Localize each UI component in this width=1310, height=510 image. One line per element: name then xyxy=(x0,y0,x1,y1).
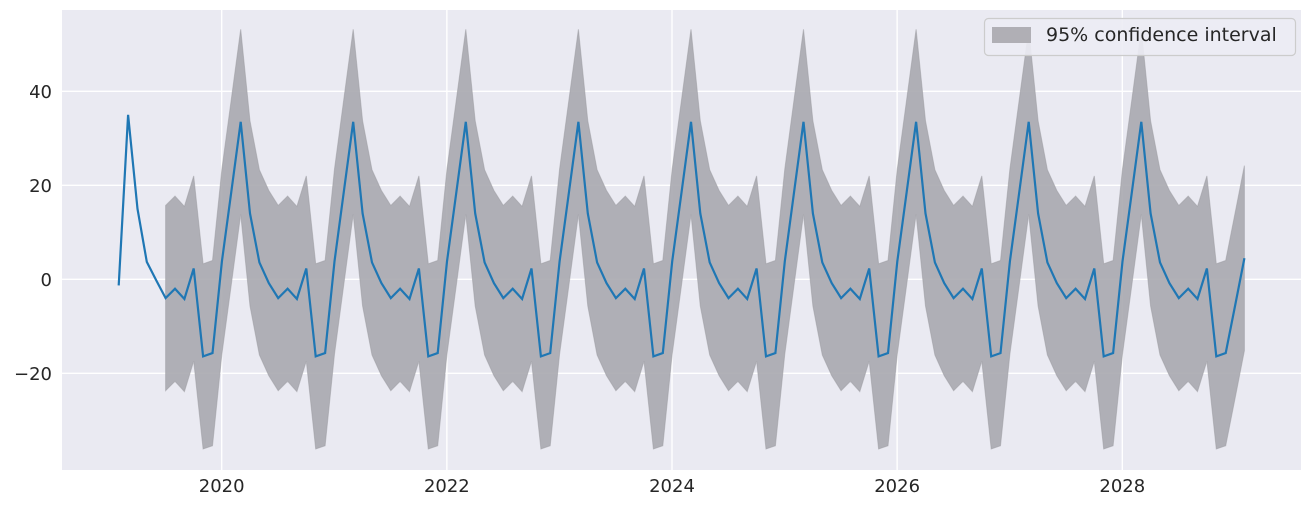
legend: 95% confidence interval xyxy=(983,17,1297,57)
legend-label: 95% confidence interval xyxy=(1046,24,1277,46)
x-tick-label: 2024 xyxy=(649,476,695,497)
x-tick-label: 2020 xyxy=(199,476,245,497)
y-tick-labels: 40 20 0 −20 xyxy=(14,82,52,385)
y-tick-label: 40 xyxy=(29,82,52,103)
x-tick-labels: 2020 2022 2024 2026 2028 xyxy=(199,476,1145,497)
y-tick-label: 0 xyxy=(41,270,52,291)
y-tick-label: 20 xyxy=(29,176,52,197)
y-tick-label: −20 xyxy=(14,364,52,385)
legend-swatch-confidence-interval xyxy=(992,27,1031,43)
forecast-line xyxy=(117,114,1246,358)
x-tick-label: 2026 xyxy=(874,476,920,497)
x-tick-label: 2022 xyxy=(424,476,470,497)
x-tick-label: 2028 xyxy=(1099,476,1145,497)
legend-box xyxy=(983,17,1297,57)
